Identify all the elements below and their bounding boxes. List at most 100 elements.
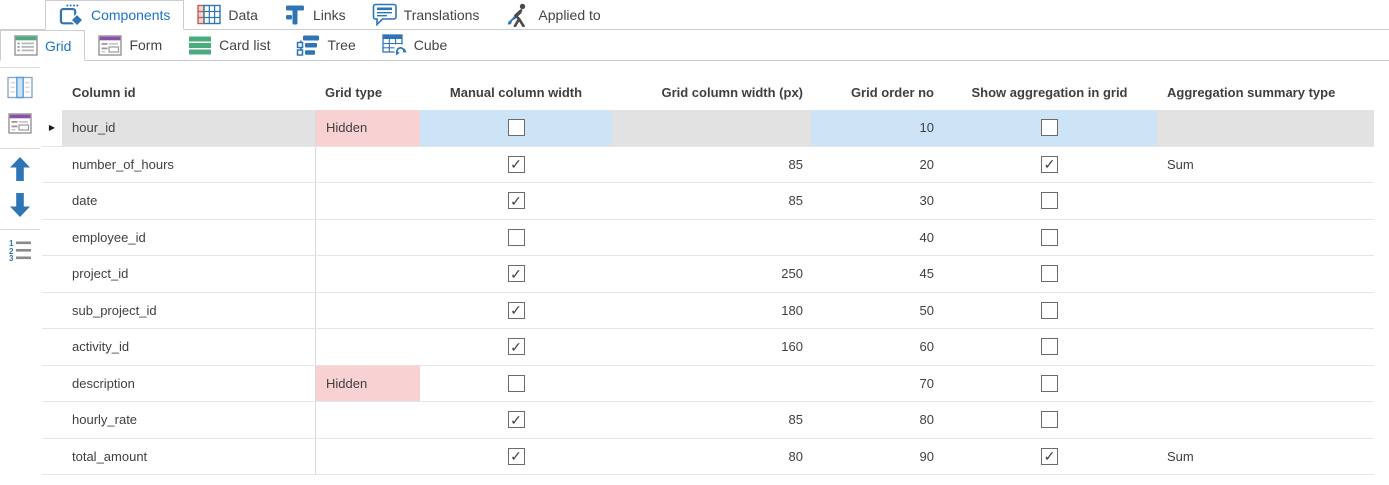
manual-column-width-checkbox[interactable] <box>507 155 525 173</box>
cell-grid-column-width-px[interactable] <box>612 220 811 256</box>
manual-column-width-checkbox[interactable] <box>507 338 525 356</box>
cell-grid-type[interactable] <box>315 292 420 328</box>
cell-show-aggregation-in-grid[interactable] <box>942 439 1157 475</box>
cell-grid-order-no[interactable]: 10 <box>811 110 942 146</box>
cell-grid-column-width-px[interactable] <box>612 366 811 402</box>
table-row[interactable]: number_of_hours 85 20 Sum <box>42 146 1374 183</box>
cell-aggregation-summary-type[interactable] <box>1157 110 1374 146</box>
cell-manual-column-width[interactable] <box>420 366 612 402</box>
cell-aggregation-summary-type[interactable] <box>1157 329 1374 365</box>
cell-column-id[interactable]: hourly_rate <box>72 412 138 428</box>
cell-aggregation-summary-type[interactable] <box>1157 366 1374 402</box>
show-aggregation-checkbox[interactable] <box>1041 447 1058 465</box>
show-aggregation-checkbox[interactable] <box>1041 228 1058 246</box>
table-row[interactable]: description Hidden 70 <box>42 365 1374 402</box>
cell-manual-column-width[interactable] <box>420 110 612 146</box>
tab-applied-to[interactable]: Applied to <box>492 0 614 29</box>
cell-column-id[interactable]: sub_project_id <box>72 302 157 318</box>
table-row[interactable]: employee_id 40 <box>42 219 1374 256</box>
manual-column-width-checkbox[interactable] <box>507 301 525 319</box>
show-aggregation-checkbox[interactable] <box>1041 338 1058 356</box>
cell-aggregation-summary-type[interactable] <box>1157 402 1374 438</box>
cell-manual-column-width[interactable] <box>420 183 612 219</box>
cell-show-aggregation-in-grid[interactable] <box>942 220 1157 256</box>
column-header-column-id[interactable]: Column id <box>72 84 136 100</box>
column-chooser-button[interactable] <box>0 72 40 108</box>
cell-grid-order-no[interactable]: 60 <box>919 339 934 355</box>
tab-translations[interactable]: Translations <box>358 0 493 29</box>
cell-show-aggregation-in-grid[interactable] <box>942 256 1157 292</box>
cell-show-aggregation-in-grid[interactable] <box>942 329 1157 365</box>
cell-column-id[interactable]: project_id <box>72 266 129 282</box>
cell-grid-order-no[interactable]: 70 <box>919 375 934 391</box>
manual-column-width-checkbox[interactable] <box>507 265 525 283</box>
tab-links[interactable]: Links <box>270 0 359 29</box>
tab-components[interactable]: Components <box>45 0 185 30</box>
move-down-button[interactable] <box>0 189 40 225</box>
cell-grid-type[interactable] <box>315 183 420 219</box>
tab-data[interactable]: Data <box>184 0 271 29</box>
cell-show-aggregation-in-grid[interactable] <box>942 183 1157 219</box>
cell-column-id[interactable]: number_of_hours <box>72 156 174 172</box>
cell-aggregation-summary-type[interactable]: Sum <box>1167 448 1194 464</box>
cell-grid-type[interactable] <box>315 146 420 182</box>
table-row[interactable]: sub_project_id 180 50 <box>42 292 1374 329</box>
cell-grid-type[interactable] <box>315 329 420 365</box>
manual-column-width-checkbox[interactable] <box>507 447 525 465</box>
show-aggregation-checkbox[interactable] <box>1041 119 1058 137</box>
cell-grid-order-no[interactable]: 50 <box>919 302 934 318</box>
cell-grid-column-width-px[interactable]: 160 <box>781 339 803 355</box>
manual-column-width-checkbox[interactable] <box>507 119 525 137</box>
column-header-grid-order-no[interactable]: Grid order no <box>850 84 934 100</box>
show-aggregation-checkbox[interactable] <box>1041 411 1058 429</box>
cell-grid-type[interactable] <box>315 219 420 255</box>
cell-grid-order-no[interactable]: 20 <box>919 156 934 172</box>
table-row[interactable]: date 85 30 <box>42 183 1374 220</box>
cell-grid-column-width-px[interactable]: 85 <box>788 193 803 209</box>
show-aggregation-checkbox[interactable] <box>1041 374 1058 392</box>
cell-column-id[interactable]: activity_id <box>72 339 130 355</box>
cell-grid-column-width-px[interactable]: 85 <box>788 412 803 428</box>
cell-manual-column-width[interactable] <box>420 329 612 365</box>
cell-aggregation-summary-type[interactable]: Sum <box>1167 156 1194 172</box>
cell-show-aggregation-in-grid[interactable] <box>942 110 1157 146</box>
manual-column-width-checkbox[interactable] <box>507 192 525 210</box>
cell-grid-column-width-px[interactable]: 85 <box>788 156 803 172</box>
cell-manual-column-width[interactable] <box>420 293 612 329</box>
show-aggregation-checkbox[interactable] <box>1041 301 1058 319</box>
cell-manual-column-width[interactable] <box>420 402 612 438</box>
column-header-show-aggregation-in-grid[interactable]: Show aggregation in grid <box>971 84 1128 100</box>
column-header-manual-column-width[interactable]: Manual column width <box>449 84 583 100</box>
cell-show-aggregation-in-grid[interactable] <box>942 402 1157 438</box>
cell-grid-order-no[interactable]: 30 <box>919 193 934 209</box>
cell-grid-type[interactable] <box>315 402 420 438</box>
cell-column-id[interactable]: total_amount <box>72 448 148 464</box>
cell-column-id[interactable]: date <box>72 193 98 209</box>
show-aggregation-checkbox[interactable] <box>1041 192 1058 210</box>
cell-grid-type[interactable] <box>315 256 420 292</box>
tab-form[interactable]: Form <box>85 30 176 60</box>
cell-show-aggregation-in-grid[interactable] <box>942 366 1157 402</box>
manual-column-width-checkbox[interactable] <box>507 411 525 429</box>
column-header-aggregation-summary-type[interactable]: Aggregation summary type <box>1167 84 1336 100</box>
cell-grid-order-no[interactable]: 45 <box>919 266 934 282</box>
column-header-grid-column-width-px[interactable]: Grid column width (px) <box>661 84 803 100</box>
cell-grid-order-no[interactable]: 40 <box>919 229 934 245</box>
cell-grid-column-width-px[interactable] <box>612 110 811 146</box>
table-row[interactable]: ▶ hour_id Hidden 10 <box>42 110 1374 147</box>
cell-grid-column-width-px[interactable]: 80 <box>788 448 803 464</box>
cell-column-id[interactable]: hour_id <box>62 110 315 146</box>
manual-column-width-checkbox[interactable] <box>507 374 525 392</box>
table-row[interactable]: total_amount 80 90 Sum <box>42 438 1374 475</box>
cell-column-id[interactable]: description <box>72 375 135 391</box>
manual-column-width-checkbox[interactable] <box>507 228 525 246</box>
cell-grid-type[interactable] <box>315 438 420 474</box>
table-row[interactable]: project_id 250 45 <box>42 256 1374 293</box>
table-row[interactable]: hourly_rate 85 80 <box>42 402 1374 439</box>
cell-manual-column-width[interactable] <box>420 439 612 475</box>
cell-show-aggregation-in-grid[interactable] <box>942 147 1157 183</box>
tab-cube[interactable]: Cube <box>368 30 461 60</box>
cell-grid-order-no[interactable]: 80 <box>919 412 934 428</box>
show-aggregation-checkbox[interactable] <box>1041 155 1058 173</box>
cell-show-aggregation-in-grid[interactable] <box>942 293 1157 329</box>
